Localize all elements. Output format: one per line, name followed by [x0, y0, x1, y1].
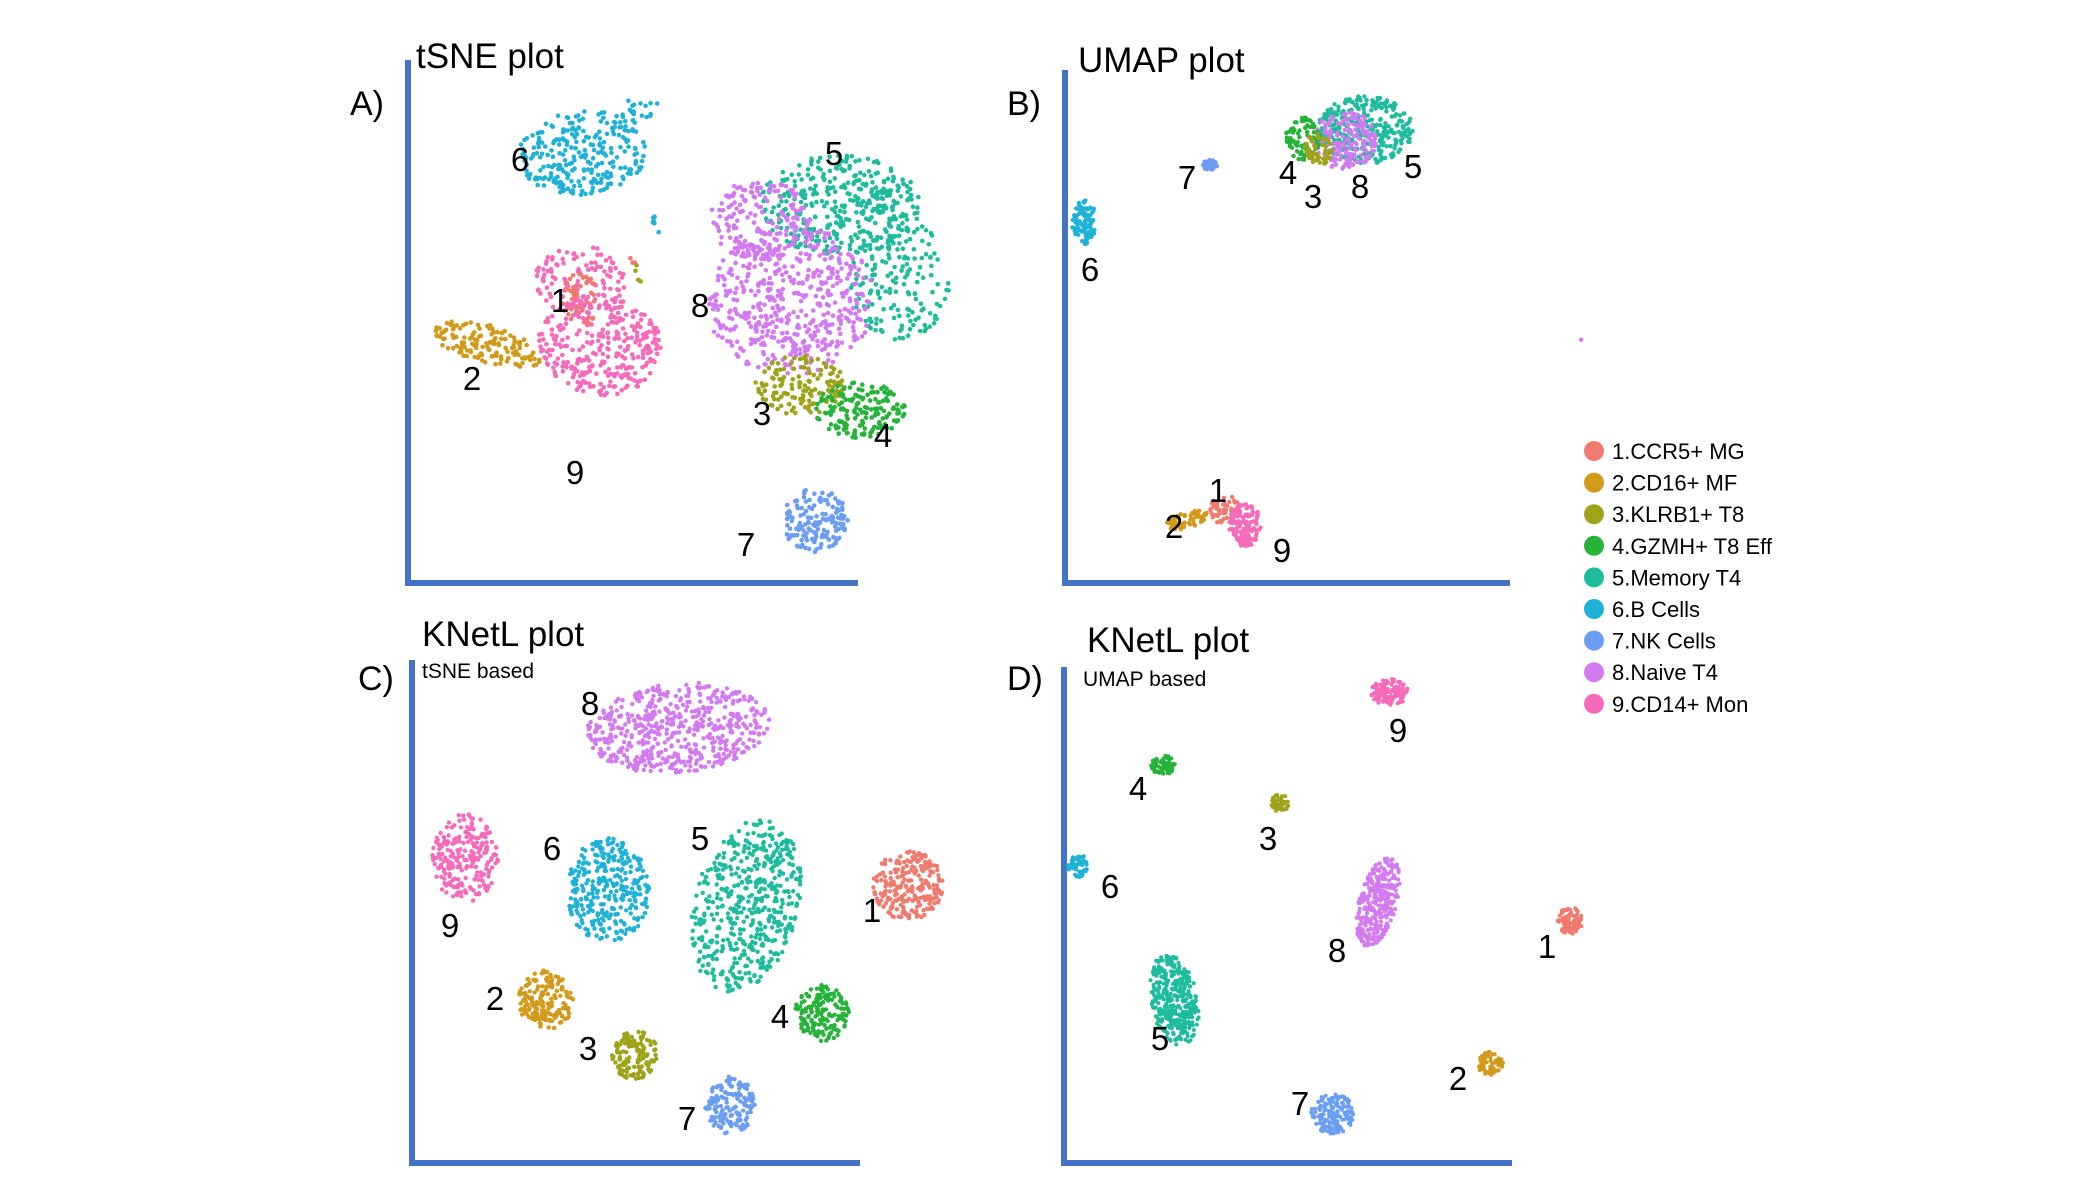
cluster-label: 2	[1449, 1060, 1467, 1097]
panel-c-knetl-tsne: KNetL plot tSNE based C) 1 2 3 4 5 6 7 8 9	[358, 615, 945, 1166]
legend-swatch	[1584, 630, 1604, 651]
cluster-label: 3	[579, 1030, 597, 1067]
legend-label: 9.CD14+ Mon	[1612, 692, 1748, 717]
panel-axes	[405, 60, 858, 586]
cluster-label: 4	[1129, 770, 1147, 807]
panel-title: UMAP plot	[1078, 41, 1245, 80]
cluster-label: 9	[566, 454, 584, 491]
panel-title: KNetL plot	[1087, 621, 1249, 660]
legend-swatch	[1584, 662, 1604, 683]
cluster-label: 6	[543, 830, 561, 867]
legend-label: 7.NK Cells	[1612, 629, 1716, 654]
panel-axes	[1061, 667, 1512, 1166]
cluster-label: 7	[1178, 159, 1196, 196]
panel-points	[1070, 94, 1584, 549]
cluster-label: 6	[511, 141, 529, 178]
cluster-label: 6	[1081, 251, 1099, 288]
cluster-label: 1	[1209, 472, 1227, 509]
panel-title: KNetL plot	[422, 615, 584, 654]
panel-cluster-labels: 1 2 3 4 5 6 7 8 9	[441, 685, 881, 1137]
cluster-label: 5	[825, 135, 843, 172]
cluster-label: 8	[1328, 932, 1346, 969]
legend-swatch	[1584, 535, 1604, 556]
panel-letter: A)	[350, 85, 384, 123]
cluster-label: 5	[1404, 148, 1422, 185]
cluster-label: 8	[691, 287, 709, 324]
cluster-label: 2	[486, 980, 504, 1017]
cluster-label: 8	[1351, 168, 1369, 205]
panel-cluster-labels: 1 2 3 4 5 6 7 8 9	[1101, 712, 1556, 1122]
legend: 1.CCR5+ MG 2.CD16+ MF 3.KLRB1+ T8 4.GZMH+ T…	[1584, 439, 1773, 717]
legend-swatch	[1584, 472, 1604, 493]
panel-letter: D)	[1007, 660, 1043, 698]
cluster-label: 7	[1291, 1085, 1309, 1122]
legend-label: 8.Naive T4	[1612, 660, 1718, 685]
panel-points	[430, 680, 945, 1136]
panel-subtitle: UMAP based	[1083, 668, 1206, 691]
panel-subtitle: tSNE based	[422, 660, 534, 683]
cluster-label: 3	[753, 395, 771, 432]
legend-swatch	[1584, 441, 1604, 461]
cluster-label: 4	[1279, 154, 1297, 191]
panel-axes	[1062, 70, 1510, 586]
cluster-label: 9	[441, 907, 459, 944]
cluster-label: 1	[1538, 928, 1556, 965]
legend-swatch	[1584, 599, 1604, 619]
panel-d-knetl-umap: KNetL plot UMAP based D) 1 2 3 4 5 6 7 8 9	[1007, 621, 1584, 1166]
panel-points	[433, 98, 951, 555]
panel-a-tsne: tSNE plot A) 1 2 3 4 5 6 7 8 9	[350, 37, 951, 586]
cluster-label: 8	[581, 685, 599, 722]
cluster-label: 5	[1151, 1020, 1169, 1057]
cluster-label: 3	[1304, 178, 1322, 215]
legend-swatch	[1584, 567, 1604, 588]
cluster-label: 9	[1389, 712, 1407, 749]
cluster-label: 5	[691, 820, 709, 857]
cluster-label: 2	[463, 360, 481, 397]
cluster-label: 4	[874, 417, 892, 454]
legend-label: 1.CCR5+ MG	[1612, 439, 1745, 464]
legend-label: 2.CD16+ MF	[1612, 471, 1737, 496]
cluster-label: 1	[551, 282, 569, 319]
panel-letter: C)	[358, 660, 394, 698]
legend-label: 6.B Cells	[1612, 597, 1700, 622]
cluster-label: 2	[1165, 508, 1183, 545]
panel-letter: B)	[1007, 85, 1041, 123]
panel-axes	[409, 660, 860, 1166]
cluster-label: 3	[1259, 820, 1277, 857]
legend-label: 5.Memory T4	[1612, 565, 1741, 590]
panel-points	[1066, 677, 1584, 1136]
cluster-label: 7	[678, 1100, 696, 1137]
cluster-label: 1	[863, 892, 881, 929]
legend-swatch	[1584, 504, 1604, 525]
cluster-label: 9	[1273, 532, 1291, 569]
cluster-label: 6	[1101, 868, 1119, 905]
legend-swatch	[1584, 693, 1604, 714]
legend-label: 3.KLRB1+ T8	[1612, 502, 1744, 527]
panel-title: tSNE plot	[416, 37, 564, 76]
legend-label: 4.GZMH+ T8 Eff	[1612, 534, 1773, 559]
panel-cluster-labels: 1 2 3 4 5 6 7 8 9	[463, 135, 892, 563]
cluster-label: 7	[737, 526, 755, 563]
cluster-label: 4	[771, 998, 789, 1035]
